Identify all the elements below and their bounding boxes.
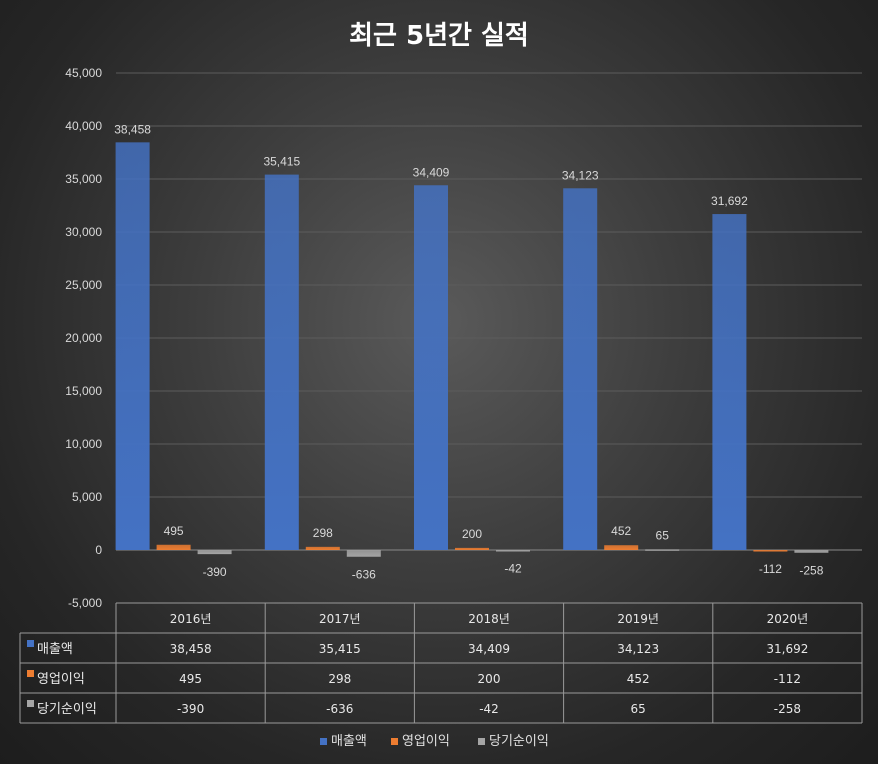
table-cell: -636: [326, 702, 353, 716]
bar-당기순이익-2019년: [645, 549, 680, 551]
gridlines: [116, 72, 862, 604]
data-label: 298: [313, 526, 333, 540]
table-series-marker: [27, 700, 34, 707]
bar-매출액-2018년: [414, 185, 448, 551]
table-header-cell: 2017년: [319, 612, 361, 626]
legend-swatch: [478, 738, 485, 745]
legend-item-당기순이익[interactable]: 당기순이익: [478, 734, 549, 749]
bar-영업이익-2019년: [604, 545, 639, 550]
table-header-cell: 2016년: [170, 612, 212, 626]
data-label: -112: [759, 562, 782, 576]
bar-당기순이익-2018년: [496, 550, 530, 552]
y-tick-label: 20,000: [65, 331, 102, 345]
table-series-marker: [27, 670, 34, 677]
legend-label: 당기순이익: [489, 734, 549, 749]
bar-영업이익-2018년: [455, 547, 489, 550]
data-label: 200: [462, 527, 482, 541]
table-row-label: 매출액: [37, 642, 73, 657]
data-label: 35,415: [263, 155, 300, 169]
data-label: 38,458: [114, 122, 151, 136]
data-label: -636: [352, 568, 376, 582]
y-tick-label: 10,000: [65, 437, 102, 451]
y-tick-label: -5,000: [68, 596, 102, 610]
table-cell: 31,692: [766, 642, 808, 656]
chart-title: 최근 5년간 실적: [349, 21, 529, 51]
legend-item-영업이익[interactable]: 영업이익: [391, 734, 450, 749]
table-cell: 65: [631, 702, 646, 716]
bar-매출액-2017년: [264, 174, 299, 550]
legend[interactable]: 매출액 영업이익 당기순이익: [320, 734, 549, 749]
bar-당기순이익-2017년: [346, 550, 381, 557]
table-row-label: 당기순이익: [37, 702, 97, 717]
legend-swatch: [320, 738, 327, 745]
data-label: 31,692: [711, 194, 748, 208]
y-tick-label: 45,000: [65, 66, 102, 80]
table-cell: 35,415: [319, 642, 361, 656]
data-label: 34,123: [562, 168, 599, 182]
y-tick-label: 40,000: [65, 119, 102, 133]
y-tick-label: 35,000: [65, 172, 102, 186]
bar-매출액-2016년: [115, 142, 150, 550]
y-tick-label: 25,000: [65, 278, 102, 292]
y-tick-label: 15,000: [65, 384, 102, 398]
data-label: 452: [611, 524, 631, 538]
bar-영업이익-2020년: [753, 550, 788, 552]
y-axis-ticks: -5,000 0 5,000 10,000 15,000 20,000 25,000 30,0…: [65, 66, 102, 610]
y-tick-label: 0: [95, 543, 102, 557]
bar-당기순이익-2016년: [197, 550, 232, 555]
table-cell: -390: [177, 702, 204, 716]
bar-매출액-2019년: [563, 188, 598, 550]
table-series-marker: [27, 640, 34, 647]
legend-label: 매출액: [331, 734, 367, 749]
data-label: 495: [164, 524, 184, 538]
data-label: 65: [656, 528, 670, 542]
data-label: -258: [799, 564, 823, 578]
data-label: -390: [203, 565, 227, 579]
table-cell: -42: [479, 702, 499, 716]
legend-swatch: [391, 738, 398, 745]
table-cell: 452: [627, 672, 650, 686]
table-cell: 495: [179, 672, 202, 686]
table-header-cell: 2020년: [767, 612, 809, 626]
table-cell: 38,458: [170, 642, 212, 656]
legend-label: 영업이익: [402, 734, 450, 749]
legend-item-매출액[interactable]: 매출액: [320, 734, 367, 749]
table-cell: 34,123: [617, 642, 659, 656]
bars: [115, 142, 829, 557]
bar-매출액-2020년: [712, 214, 747, 550]
bar-영업이익-2016년: [156, 544, 191, 550]
table-header-cell: 2018년: [468, 612, 510, 626]
table-cell: 298: [328, 672, 351, 686]
table-cell: -258: [774, 702, 801, 716]
table-cell: 200: [478, 672, 501, 686]
table-cell: -112: [774, 672, 801, 686]
bar-영업이익-2017년: [305, 546, 340, 550]
y-tick-label: 30,000: [65, 225, 102, 239]
table-row-label: 영업이익: [37, 672, 85, 687]
bar-당기순이익-2020년: [794, 550, 829, 553]
y-tick-label: 5,000: [72, 490, 102, 504]
table-header-cell: 2019년: [617, 612, 659, 626]
data-labels: 38,458 35,415 34,409 34,123 31,692 495 298 200 4…: [114, 122, 823, 581]
table-cell: 34,409: [468, 642, 510, 656]
data-label: -42: [504, 561, 522, 575]
data-label: 34,409: [413, 165, 450, 179]
